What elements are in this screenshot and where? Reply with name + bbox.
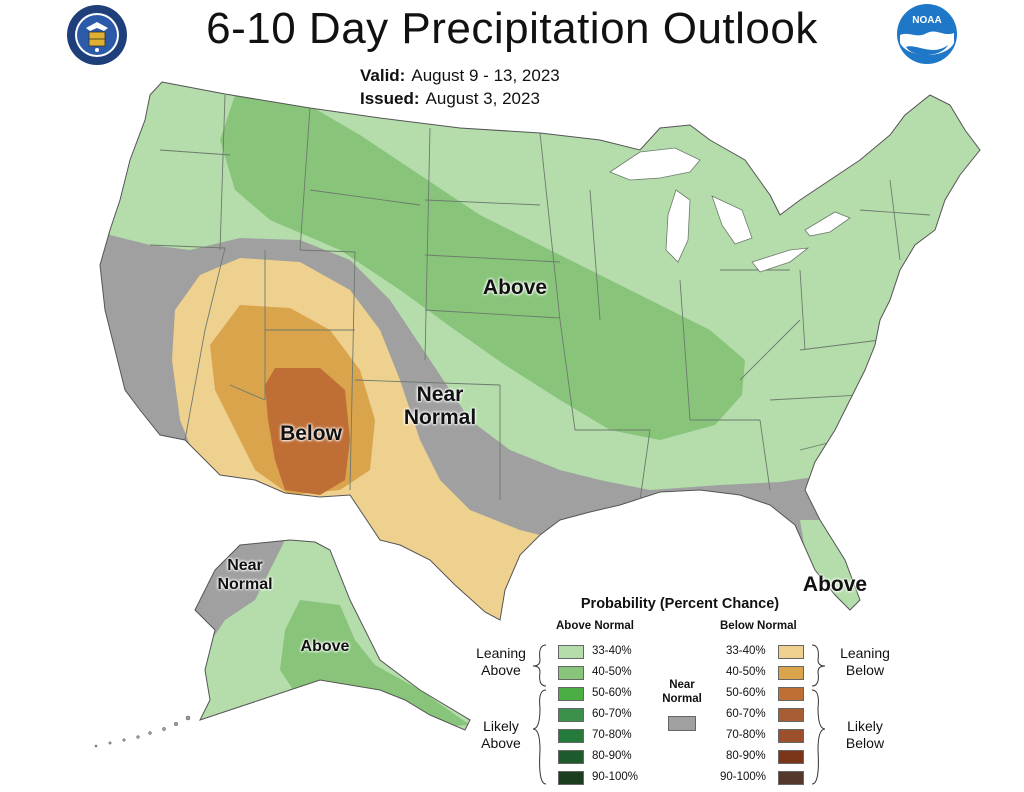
swatch-above-80-90 [558, 750, 584, 764]
valid-line: Valid: August 9 - 13, 2023 [360, 66, 560, 86]
swatch-below-60-70 [778, 708, 804, 722]
leaning-below-line2: Below [845, 662, 885, 678]
label-above-florida: Above [802, 573, 868, 596]
label-alaska-above: Above [300, 638, 350, 655]
swatch-below-33-40 [778, 645, 804, 659]
likely-below-line1: Likely [847, 718, 883, 734]
swatch-below-80-90 [778, 750, 804, 764]
label-near-line1: Near [416, 383, 464, 406]
pct-above-6: 90-100% [592, 771, 639, 783]
pct-above-4: 70-80% [592, 729, 632, 741]
likely-below-line2: Below [845, 735, 885, 751]
pct-above-3: 60-70% [592, 708, 632, 720]
label-near-normal-conus: Near Normal [395, 383, 485, 429]
pct-below-6: 90-100% [720, 771, 767, 783]
doc-seal-icon [66, 4, 128, 71]
issued-label: Issued: [360, 89, 420, 108]
legend-likely-below: Likely Below [830, 718, 900, 752]
pct-below-5: 80-90% [726, 750, 766, 762]
legend-above-header: Above Normal [556, 620, 634, 632]
valid-value: August 9 - 13, 2023 [411, 66, 560, 85]
leaning-above-line2: Above [481, 662, 521, 678]
swatch-above-50-60 [558, 687, 584, 701]
label-near-line2: Normal [403, 406, 477, 429]
swatch-below-90-100 [778, 771, 804, 785]
noaa-logo-icon: NOAA [896, 3, 958, 70]
pct-above-5: 80-90% [592, 750, 632, 762]
map-title: 6-10 Day Precipitation Outlook [206, 4, 818, 53]
swatch-above-70-80 [558, 729, 584, 743]
label-alaska-near-line1: Near [227, 557, 263, 574]
legend-leaning-above: Leaning Above [470, 645, 532, 679]
swatch-above-60-70 [558, 708, 584, 722]
legend-near-normal-label: Near Normal [652, 678, 712, 706]
legend-leaning-below: Leaning Below [830, 645, 900, 679]
legend-near-line2: Normal [662, 693, 702, 705]
issued-line: Issued: August 3, 2023 [360, 89, 540, 109]
pct-below-2: 50-60% [726, 687, 766, 699]
legend-near-line1: Near [669, 679, 695, 691]
leaning-below-line1: Leaning [840, 645, 890, 661]
likely-above-line2: Above [481, 735, 521, 751]
swatch-below-40-50 [778, 666, 804, 680]
likely-above-line1: Likely [483, 718, 519, 734]
issued-value: August 3, 2023 [425, 89, 540, 108]
swatch-below-50-60 [778, 687, 804, 701]
pct-below-3: 60-70% [726, 708, 766, 720]
pct-above-0: 33-40% [592, 645, 632, 657]
swatch-near-normal [668, 716, 696, 731]
pct-below-4: 70-80% [726, 729, 766, 741]
leaning-above-line1: Leaning [476, 645, 526, 661]
swatch-above-40-50 [558, 666, 584, 680]
pct-above-1: 40-50% [592, 666, 632, 678]
pct-below-0: 33-40% [726, 645, 766, 657]
label-alaska-near-normal: Near Normal [200, 556, 290, 594]
swatch-above-90-100 [558, 771, 584, 785]
legend-below-header: Below Normal [720, 620, 797, 632]
swatch-above-33-40 [558, 645, 584, 659]
pct-below-1: 40-50% [726, 666, 766, 678]
valid-label: Valid: [360, 66, 406, 85]
label-below: Below [280, 422, 342, 445]
label-above-conus: Above [482, 276, 548, 299]
svg-text:NOAA: NOAA [912, 15, 941, 26]
swatch-below-70-80 [778, 729, 804, 743]
legend-title: Probability (Percent Chance) [580, 596, 780, 612]
label-alaska-near-line2: Normal [217, 576, 273, 593]
pct-above-2: 50-60% [592, 687, 632, 699]
legend-likely-above: Likely Above [470, 718, 532, 752]
